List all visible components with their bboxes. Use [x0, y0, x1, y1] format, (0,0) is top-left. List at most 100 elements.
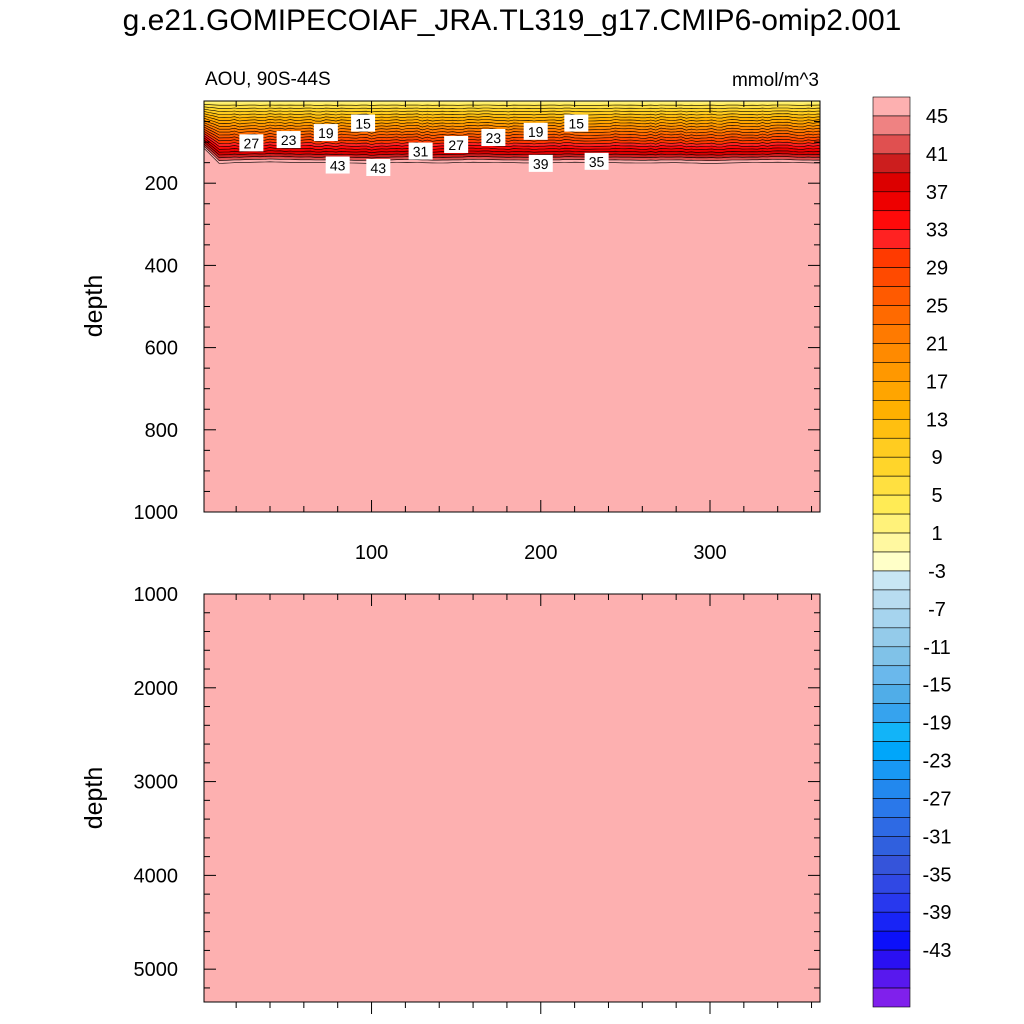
svg-text:27: 27	[448, 137, 464, 153]
colorbar-box-12	[872, 324, 911, 344]
region-label: AOU, 90S-44S	[205, 69, 331, 90]
svg-text:15: 15	[355, 115, 371, 131]
colorbar-box-3	[872, 153, 911, 174]
contour-line-13	[203, 111, 821, 116]
contour-line-11	[203, 108, 821, 113]
colorbar-label-15: -15	[923, 675, 952, 697]
contour-line-41	[203, 141, 821, 156]
colorbar-box-22	[872, 513, 911, 534]
contour-line-39	[203, 139, 821, 154]
colorbar-label-12: -3	[928, 561, 946, 583]
colorbar-label-18: -27	[923, 788, 952, 810]
svg-text:27: 27	[243, 135, 259, 151]
contour-label-23: 23	[481, 128, 506, 146]
contour-line-7	[203, 104, 820, 106]
colorbar-label-1: 41	[926, 144, 948, 166]
colorbar-box-34	[872, 741, 911, 761]
upper-x-axis-ticks: 100 200 300	[235, 101, 813, 564]
colorbar-box-37	[872, 798, 911, 818]
colorbar-box-31	[872, 684, 911, 704]
contour-line-45	[203, 145, 821, 162]
contour-label-35: 35	[584, 152, 609, 170]
colorbar-box-21	[872, 494, 911, 515]
svg-text:19: 19	[318, 125, 334, 141]
colorbar-box-26	[872, 589, 911, 610]
colorbar-box-0	[872, 96, 911, 117]
x-tick-200: 200	[524, 542, 557, 564]
upper-y-axis-ticks: 200 400 600 800 1000	[134, 121, 820, 524]
colorbar-label-2: 37	[926, 182, 948, 204]
colorbar-box-29	[872, 646, 911, 667]
colorbar-box-2	[872, 134, 911, 155]
contour-line-35	[203, 135, 821, 148]
figure-title: g.e21.GOMIPECOIAF_JRA.TL319_g17.CMIP6-om…	[122, 4, 902, 37]
colorbar-box-15	[872, 381, 911, 401]
contour-line-47	[203, 148, 821, 164]
colorbar-box-7	[872, 229, 911, 249]
colorbar-label-5: 25	[926, 296, 948, 318]
upper-y-tick-400: 400	[145, 255, 178, 277]
colorbar-box-35	[872, 760, 911, 780]
contour-label-23: 23	[276, 131, 301, 149]
colorbar-label-11: 1	[931, 523, 942, 545]
svg-text:39: 39	[533, 156, 549, 172]
colorbar-label-22: -43	[923, 940, 952, 962]
lower-depth-panel: 1000 2000 3000 4000 5000 depth	[80, 584, 821, 1014]
colorbar-label-17: -23	[923, 751, 952, 773]
colorbar-box-1	[872, 115, 911, 136]
svg-text:15: 15	[569, 116, 585, 132]
colorbar-box-27	[872, 608, 911, 629]
colorbar-box-24	[872, 551, 911, 572]
colorbar-label-20: -35	[923, 864, 952, 886]
contour-line-17	[203, 115, 821, 122]
colorbar-box-11	[872, 305, 911, 325]
upper-y-tick-200: 200	[145, 173, 178, 195]
colorbar-box-39	[872, 836, 911, 856]
contour-label-43: 43	[366, 158, 391, 176]
colorbar-label-6: 21	[926, 333, 948, 355]
colorbar-label-4: 29	[926, 258, 948, 280]
upper-panel-field	[204, 101, 820, 512]
x-tick-300: 300	[693, 542, 726, 564]
colorbar-box-9	[872, 267, 911, 287]
contour-line-21	[203, 120, 821, 128]
colorbar-box-16	[872, 400, 911, 420]
colorbar-label-7: 17	[926, 371, 948, 393]
lower-y-tick-3000: 3000	[134, 772, 179, 794]
contour-line-43	[203, 143, 821, 159]
colorbar-box-41	[872, 873, 911, 894]
colorbar-box-28	[872, 627, 911, 648]
contour-line-15	[203, 113, 821, 119]
colorbar-label-3: 33	[926, 220, 948, 242]
svg-text:19: 19	[528, 124, 544, 140]
colorbar-box-5	[872, 191, 911, 212]
colorbar-box-44	[872, 930, 911, 951]
contour-line-31	[203, 131, 821, 143]
colorbar-box-18	[872, 437, 911, 458]
colorbar-label-0: 45	[926, 106, 948, 128]
contour-line-33	[203, 133, 821, 145]
colorbar-box-45	[872, 949, 911, 970]
colorbar-box-30	[872, 665, 911, 686]
contour-label-19: 19	[313, 124, 338, 141]
colorbar-label-14: -11	[923, 637, 950, 659]
colorbar-label-9: 9	[931, 447, 942, 469]
upper-y-tick-800: 800	[145, 420, 178, 442]
colorbar-label-8: 13	[926, 409, 948, 431]
colorbar-box-20	[872, 475, 911, 496]
colorbar-box-23	[872, 532, 911, 553]
colorbar-box-43	[872, 911, 911, 932]
colorbar-label-16: -19	[923, 713, 952, 735]
svg-text:31: 31	[413, 143, 429, 159]
contour-line-19	[203, 117, 821, 125]
contour-line-23	[203, 122, 821, 131]
colorbar-box-6	[872, 210, 911, 231]
contour-line-29	[203, 128, 821, 140]
lower-y-axis-label: depth	[80, 767, 108, 830]
svg-text:43: 43	[370, 160, 386, 176]
colorbar-box-38	[872, 817, 911, 837]
x-tick-100: 100	[355, 542, 388, 564]
svg-text:35: 35	[589, 154, 605, 170]
colorbar-label-13: -7	[928, 599, 946, 621]
